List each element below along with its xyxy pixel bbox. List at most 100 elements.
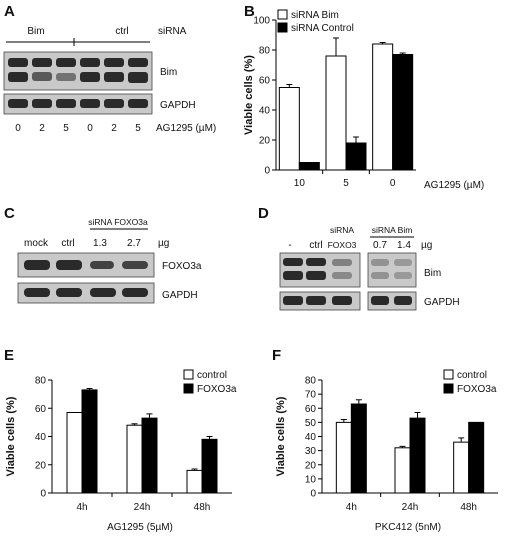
panel-a-lane-title: AG1295 (µM) (156, 123, 216, 134)
panel-a-letter: A (4, 3, 15, 20)
legend-label: siRNA Control (291, 23, 354, 34)
y-tick-label: 0 (310, 489, 316, 500)
bar-sirna-control (298, 162, 320, 171)
bar-control (126, 424, 143, 494)
y-tick-label: 20 (259, 136, 271, 147)
bar-foxo3a (141, 417, 158, 494)
y-tick-label: 40 (305, 432, 317, 443)
chart-f: 0 10 20 30 40 50 60 70 80 Viable cells (%) 4h 24h 48… (275, 369, 498, 533)
panel-f-letter: F (272, 347, 281, 364)
bar-foxo3a (201, 438, 218, 494)
panel-b-letter: B (244, 3, 255, 20)
panel-d-header-bim: siRNA Bim (372, 225, 413, 235)
y-tick-label: 70 (305, 390, 317, 401)
bar-control (66, 411, 83, 494)
panel-d-lane-ctrl: ctrl (309, 240, 322, 251)
legend-swatch (183, 369, 194, 380)
bar-foxo3a (468, 421, 485, 494)
chart-b: 0 20 40 60 80 100 Viable cells (%) 10 5 0 AG1295 (… (243, 9, 484, 191)
x-tick-label: 24h (134, 502, 151, 513)
panel-d-header-sirna: siRNA (330, 225, 354, 235)
bar-sirna-bim (372, 43, 394, 171)
bar-control (453, 441, 470, 494)
y-axis-label: Viable cells (%) (243, 55, 255, 135)
panel-c-blot-gapdh (17, 282, 155, 304)
panel-c-lane-1-3: 1.3 (93, 238, 107, 249)
y-tick-label: 100 (253, 16, 270, 27)
y-axis-label: Viable cells (%) (275, 396, 287, 476)
x-tick-label: 48h (460, 502, 477, 513)
panel-a-blot-gapdh (3, 93, 153, 115)
legend-label: siRNA Bim (291, 10, 339, 21)
panel-a-blot-bim (3, 51, 153, 91)
panel-c-lane-mock: mock (24, 238, 49, 249)
panel-d-lane-1-4: 1.4 (397, 240, 411, 251)
panel-d-unit: µg (421, 240, 432, 251)
x-tick-label: 0 (390, 178, 396, 189)
panel-d-blot-gapdh (279, 291, 417, 311)
panel-d-letter: D (258, 205, 269, 222)
y-tick-label: 0 (264, 166, 270, 177)
panel-a-group-ctrl: ctrl (115, 26, 128, 37)
y-axis-label: Viable cells (%) (5, 396, 17, 476)
panel-a-label-bim: Bim (160, 67, 177, 78)
panel-a-lane-5: 2 (111, 123, 117, 134)
panel-c-letter: C (4, 205, 15, 222)
y-tick-label: 40 (259, 106, 271, 117)
y-tick-label: 60 (35, 404, 47, 415)
y-tick-label: 80 (259, 46, 271, 57)
panel-c-lane-2-7: 2.7 (127, 238, 141, 249)
y-tick-label: 50 (305, 418, 317, 429)
y-tick-label: 20 (305, 460, 317, 471)
panel-a-group-suffix: siRNA (158, 26, 187, 37)
bar-sirna-control (392, 54, 414, 171)
y-tick-label: 60 (259, 76, 271, 87)
x-tick-label: 4h (76, 502, 87, 513)
x-axis-label: AG1295 (5µM) (107, 522, 173, 533)
panel-a-group-bim: Bim (27, 26, 44, 37)
legend-label: FOXO3a (197, 384, 237, 395)
panel-d-lane-foxo3: FOXO3 (328, 240, 357, 250)
chart-e: 0 20 40 60 80 Viable cells (%) 4h 24h 48h AG1295 … (5, 369, 237, 533)
legend-swatch (277, 9, 288, 20)
legend-swatch (277, 22, 288, 33)
legend-label: control (457, 370, 487, 381)
y-tick-label: 80 (305, 376, 317, 387)
panel-e-letter: E (4, 347, 14, 364)
panel-c-blot-foxo3a (17, 252, 155, 278)
panel-c-label-foxo3a: FOXO3a (162, 261, 202, 272)
legend-swatch (183, 383, 194, 394)
x-axis-label: PKC412 (5nM) (375, 522, 441, 533)
bar-control (394, 447, 411, 494)
x-axis-label: AG1295 (µM) (424, 180, 484, 191)
panel-a-lane-3: 5 (63, 123, 69, 134)
panel-d-blot-bim (279, 252, 417, 288)
bar-control (335, 421, 352, 494)
bar-foxo3a (350, 403, 367, 494)
y-tick-label: 60 (305, 404, 317, 415)
legend-swatch (443, 369, 454, 380)
panel-a-lane-1: 0 (15, 123, 21, 134)
bar-sirna-control (345, 142, 367, 171)
panel-a-lane-4: 0 (87, 123, 93, 134)
panel-d-label-gapdh: GAPDH (424, 297, 460, 308)
bar-foxo3a (409, 417, 426, 494)
panel-d-lane-0-7: 0.7 (373, 240, 387, 251)
panel-c-unit: µg (158, 238, 169, 249)
y-tick-label: 40 (35, 432, 47, 443)
legend-label: FOXO3a (457, 384, 497, 395)
bar-foxo3a (81, 389, 98, 494)
y-tick-label: 20 (35, 460, 47, 471)
bar-sirna-bim (325, 55, 347, 171)
legend-label: control (197, 370, 227, 381)
panel-d-label-bim: Bim (424, 268, 441, 279)
x-tick-label: 10 (294, 178, 306, 189)
panel-c-header: siRNA FOXO3a (88, 217, 148, 227)
y-tick-label: 0 (40, 489, 46, 500)
bar-control (186, 469, 203, 494)
panel-d-lane-minus: - (288, 240, 291, 251)
y-tick-label: 80 (35, 376, 47, 387)
x-tick-label: 48h (194, 502, 211, 513)
panel-a-lane-2: 2 (39, 123, 45, 134)
